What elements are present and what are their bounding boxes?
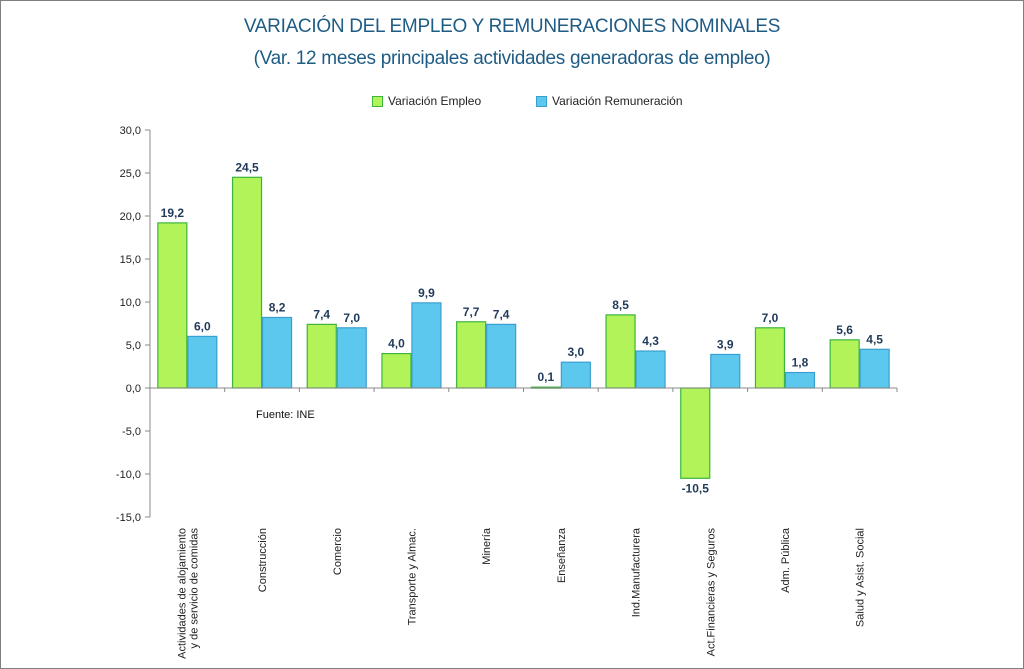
data-label: 6,0 (194, 319, 211, 333)
data-label: 8,5 (612, 298, 629, 312)
data-label: 4,5 (866, 332, 883, 346)
data-label: 7,4 (313, 307, 330, 321)
y-tick-label: 0,0 (126, 383, 141, 395)
data-label: 24,5 (235, 160, 259, 174)
legend-item-remuneracion: Variación Remuneración (536, 93, 683, 109)
y-tick-label: 10,0 (120, 297, 141, 309)
bar-empleo (306, 323, 337, 389)
bar-empleo (231, 176, 263, 389)
bar-remuneracion (336, 327, 367, 389)
data-label: 7,0 (343, 311, 360, 325)
data-label: -10,5 (682, 481, 710, 495)
bar-remuneracion (635, 350, 666, 389)
bar-empleo (157, 222, 188, 389)
x-category-label: Comercio (332, 528, 344, 575)
bar-empleo (456, 321, 487, 389)
bar-empleo (605, 314, 636, 389)
chart-title: VARIACIÓN DEL EMPLEO Y REMUNERACIONES NO… (243, 16, 781, 37)
y-tick-label: -10,0 (116, 469, 141, 481)
bar-empleo (829, 339, 860, 389)
data-label: 5,6 (836, 323, 853, 337)
bar-remuneracion (710, 353, 741, 389)
x-category-label: Adm. Pública (780, 527, 792, 593)
x-category-label: Transporte y Almac. (406, 528, 418, 625)
bar-remuneracion (784, 371, 816, 389)
bar-remuneracion (411, 302, 442, 389)
data-label: 7,7 (463, 305, 480, 319)
legend-item-empleo: Variación Empleo (372, 93, 481, 109)
bar-empleo (680, 387, 711, 479)
y-tick-label: -5,0 (122, 426, 141, 438)
x-category-label: Actividades de alojamiento (176, 528, 188, 659)
data-label: 19,2 (161, 206, 185, 220)
x-category-label: Minería (481, 527, 493, 565)
x-category-label: Enseñanza (556, 527, 568, 583)
bar-remuneracion (859, 348, 890, 389)
bar-empleo (754, 327, 786, 389)
x-category-label: Construcción (257, 528, 269, 592)
data-label: 1,8 (792, 356, 809, 370)
legend-label-empleo: Variación Empleo (388, 94, 482, 108)
data-label: 7,0 (762, 311, 779, 325)
bar-remuneracion (560, 361, 591, 389)
source-note: Fuente: INE (256, 409, 315, 421)
data-label: 7,4 (493, 307, 510, 321)
data-label: 3,0 (568, 345, 585, 359)
legend-swatch-empleo (372, 95, 383, 107)
legend-swatch-remuneracion (536, 95, 547, 107)
data-label: 4,3 (642, 334, 659, 348)
data-label: 8,2 (269, 300, 286, 314)
x-category-label: Salud y Asist. Social (855, 528, 867, 627)
chart-subtitle: (Var. 12 meses principales actividades g… (253, 48, 771, 69)
y-tick-label: 20,0 (120, 211, 141, 223)
x-category-label: Ind.Manufacturera (631, 527, 643, 617)
bar-empleo (381, 353, 412, 389)
bar-remuneracion (486, 323, 517, 389)
x-category-label: y de servicio de comidas (188, 528, 200, 649)
data-label: 4,0 (388, 337, 405, 351)
y-tick-label: 25,0 (120, 168, 141, 180)
y-tick-label: 15,0 (120, 254, 141, 266)
bar-remuneracion (261, 316, 293, 389)
bar-remuneracion (187, 335, 218, 389)
data-label: 0,1 (538, 370, 555, 384)
data-label: 9,9 (418, 286, 435, 300)
y-tick-label: 5,0 (126, 340, 141, 352)
y-tick-label: -15,0 (116, 512, 141, 524)
y-tick-label: 30,0 (120, 125, 141, 137)
data-label: 3,9 (717, 337, 734, 351)
legend-label-remuneracion: Variación Remuneración (552, 94, 683, 108)
x-category-label: Act.Financieras y Seguros (705, 528, 717, 657)
